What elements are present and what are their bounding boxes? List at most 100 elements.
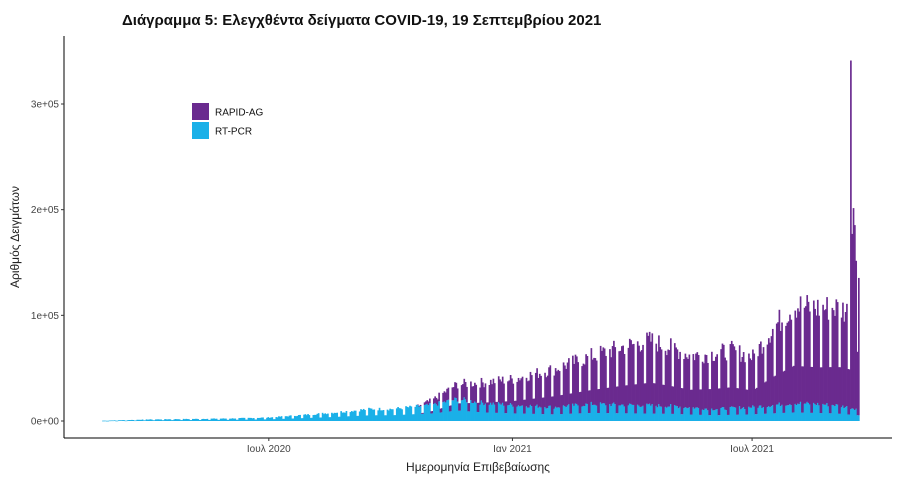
bar-rt-pcr [513,413,516,421]
bar-rt-pcr [190,420,193,421]
bar-rapid-ag [856,351,859,416]
bar-rt-pcr [133,420,136,422]
bar-rapid-ag [429,398,431,404]
bar-rapid-ag [624,385,627,414]
bar-rt-pcr [390,409,393,421]
bar-rt-pcr [622,404,624,421]
bar-rt-pcr [403,414,406,421]
bar-rt-pcr [360,409,362,421]
bar-rapid-ag [807,301,810,403]
bar-rt-pcr [389,408,391,421]
bar-rt-pcr [348,416,350,421]
bar-rt-pcr [120,420,123,421]
bar-rt-pcr [822,403,824,421]
bar-rapid-ag [758,344,761,406]
bar-rt-pcr [589,412,591,421]
bar-rt-pcr [264,419,267,421]
bar-rt-pcr [819,413,822,421]
bar-rapid-ag [472,386,475,403]
bar-rt-pcr [697,407,700,421]
bar-rapid-ag [809,311,811,405]
bar-rt-pcr [500,404,503,421]
bar-rt-pcr [226,419,229,421]
bar-rt-pcr [692,407,695,421]
bar-rapid-ag [812,300,815,403]
bar-rapid-ag [640,350,643,407]
bar-rt-pcr [770,406,773,421]
bar-rt-pcr [848,414,851,421]
bar-rt-pcr [525,406,528,421]
bar-rapid-ag [725,360,728,411]
bar-rt-pcr [640,406,643,421]
bar-rt-pcr [623,406,626,421]
bar-rt-pcr [683,408,685,421]
bar-rapid-ag [552,396,554,415]
bar-rt-pcr [186,419,189,421]
bar-rapid-ag [460,385,463,401]
bar-rt-pcr [447,399,450,421]
bar-rapid-ag [852,208,855,409]
bar-rapid-ag [568,358,570,405]
bar-rapid-ag [480,377,483,401]
bar-rt-pcr [284,416,287,421]
bar-rt-pcr [545,408,548,421]
bar-rapid-ag [605,355,607,406]
bar-rapid-ag [493,383,496,405]
bar-rt-pcr [234,418,237,421]
bar-rapid-ag [715,356,717,410]
bar-rapid-ag [696,352,699,408]
bar-rt-pcr [541,414,544,421]
bar-rt-pcr [168,419,170,421]
bar-rt-pcr [681,414,684,421]
bar-rt-pcr [803,403,806,421]
bar-rapid-ag [611,346,614,404]
bar-rt-pcr [405,406,407,421]
bar-rt-pcr [225,418,227,421]
bar-rapid-ag [786,322,789,406]
bar-rt-pcr [614,404,617,421]
bar-rt-pcr [197,419,199,421]
bar-rapid-ag [773,376,775,414]
bar-rapid-ag [525,377,528,407]
bar-rt-pcr [577,405,579,421]
bar-rt-pcr [211,418,214,421]
bar-rt-pcr [838,413,840,421]
bar-rt-pcr [597,412,599,421]
bar-rapid-ag [509,375,512,404]
bar-rapid-ag [421,413,423,414]
bar-rt-pcr [716,409,718,421]
bar-rt-pcr [104,420,107,422]
bar-rt-pcr [295,416,297,421]
bar-rapid-ag [492,378,495,403]
bar-rt-pcr [340,411,342,421]
bar-rt-pcr [268,417,271,421]
bar-rt-pcr [701,409,704,421]
bar-rt-pcr [290,415,292,421]
bar-rt-pcr [501,402,504,421]
bar-rt-pcr [166,419,169,421]
bar-rt-pcr [762,407,765,421]
bar-rt-pcr [484,403,487,421]
bar-rapid-ag [435,397,438,405]
bar-rt-pcr [634,413,636,421]
bar-rt-pcr [556,407,558,421]
bar-rapid-ag [497,376,500,403]
bar-rapid-ag [822,304,824,404]
bar-rapid-ag [749,358,752,408]
bar-rt-pcr [414,406,417,421]
bar-rapid-ag [511,378,513,405]
bar-rt-pcr [593,404,595,421]
bar-rapid-ag [685,357,688,408]
bar-rt-pcr [150,419,153,421]
bar-rt-pcr [560,414,562,421]
bar-rapid-ag [558,371,561,408]
bar-rt-pcr [557,407,560,421]
bar-rapid-ag [590,348,593,402]
bar-rapid-ag [579,391,582,414]
bar-rt-pcr [568,404,570,421]
bar-rapid-ag [517,377,520,406]
bar-rapid-ag [801,366,803,413]
bar-rt-pcr [771,405,774,421]
bar-rapid-ag [831,307,834,405]
bar-rt-pcr [839,413,842,421]
